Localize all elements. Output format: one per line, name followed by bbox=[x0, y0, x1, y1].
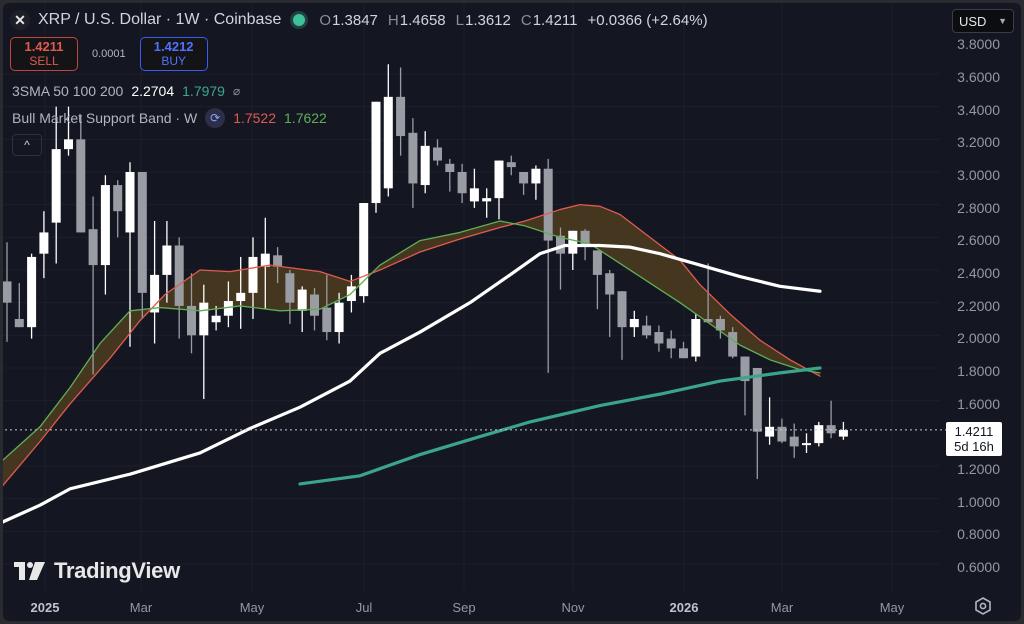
low-value: 1.3612 bbox=[464, 11, 511, 29]
price-tick-label: 0.6000 bbox=[957, 558, 1000, 575]
time-tick-label: 2026 bbox=[669, 600, 699, 615]
symbol-title[interactable]: XRP / U.S. Dollar · 1W · Coinbase bbox=[38, 11, 282, 28]
ohlc-values: O1.3847 H1.4658 L1.3612 C1.4211 +0.0366 … bbox=[319, 11, 708, 29]
change-value: +0.0366 (+2.64%) bbox=[587, 11, 708, 29]
price-tick-label: 2.0000 bbox=[957, 330, 1000, 347]
time-tick-label: Nov bbox=[561, 600, 585, 615]
band-title: Bull Market Support Band · W bbox=[12, 110, 198, 126]
band-value-sma: 1.7522 bbox=[233, 110, 277, 126]
price-tick-label: 1.8000 bbox=[957, 362, 1000, 379]
time-tick-label: 2025 bbox=[30, 600, 60, 615]
spread-value: 0.0001 bbox=[92, 48, 126, 60]
settings-icon[interactable] bbox=[974, 597, 992, 615]
time-tick-label: Jul bbox=[355, 600, 373, 615]
price-tick-label: 3.0000 bbox=[957, 166, 1000, 183]
bull-band-legend[interactable]: Bull Market Support Band · W ⟳ 1.7522 1.… bbox=[12, 108, 327, 128]
symbol-header: ✕ XRP / U.S. Dollar · 1W · Coinbase O1.3… bbox=[10, 10, 708, 30]
price-tick-label: 3.4000 bbox=[957, 101, 1000, 118]
price-tick-label: 1.0000 bbox=[957, 493, 1000, 510]
loading-icon: ⟳ bbox=[205, 108, 226, 128]
price-tick-label: 2.4000 bbox=[957, 264, 1000, 281]
sma-value-50: 2.2704 bbox=[131, 83, 175, 99]
chart-frame bbox=[3, 3, 1021, 621]
band-value-ema: 1.7622 bbox=[284, 110, 327, 126]
sma-value-100: 1.7979 bbox=[182, 83, 225, 99]
price-tick-label: 3.6000 bbox=[957, 69, 1000, 85]
price-tick-label: 2.8000 bbox=[957, 199, 1000, 216]
close-value: 1.4211 bbox=[532, 11, 578, 29]
chevron-up-icon: ^ bbox=[24, 138, 30, 152]
sma-legend[interactable]: 3SMA 50 100 200 2.2704 1.7979 ⌀ bbox=[12, 83, 240, 99]
chevron-down-icon: ▼ bbox=[998, 16, 1007, 26]
time-tick-label: Mar bbox=[770, 600, 794, 615]
currency-select[interactable]: USD ▼ bbox=[952, 9, 1014, 33]
collapse-legend-button[interactable]: ^ bbox=[12, 134, 42, 156]
price-tick-label: 3.8000 bbox=[957, 36, 1000, 53]
price-tick-label: 2.6000 bbox=[957, 232, 1000, 249]
open-value: 1.3847 bbox=[332, 11, 378, 29]
tradingview-logo-icon bbox=[14, 562, 45, 580]
price-tick-label: 1.6000 bbox=[957, 395, 1000, 412]
price-tick-label: 1.2000 bbox=[957, 460, 1000, 477]
time-tick-label: May bbox=[239, 600, 265, 615]
na-value-icon: ⌀ bbox=[232, 84, 241, 98]
tradingview-logo[interactable]: TradingView bbox=[14, 558, 180, 584]
price-tick-label: 2.2000 bbox=[957, 297, 1000, 314]
sell-button[interactable]: 1.4211 SELL bbox=[10, 37, 78, 71]
price-chart[interactable] bbox=[3, 3, 1021, 621]
high-value: 1.4658 bbox=[399, 11, 446, 29]
price-tick-label: 0.8000 bbox=[957, 526, 1000, 543]
time-tick-label: May bbox=[879, 600, 905, 615]
last-price-label: 1.4211 5d 16h bbox=[946, 422, 1002, 456]
time-tick-label: Sep bbox=[452, 600, 476, 615]
price-tick-label: 3.2000 bbox=[957, 134, 1000, 151]
sma-title: 3SMA 50 100 200 bbox=[12, 83, 124, 99]
trade-buttons: 1.4211 SELL 0.0001 1.4212 BUY bbox=[10, 37, 208, 71]
market-status-icon bbox=[293, 14, 306, 26]
time-tick-label: Mar bbox=[129, 600, 153, 615]
x-logo-icon: ✕ bbox=[10, 10, 30, 30]
buy-button[interactable]: 1.4212 BUY bbox=[139, 37, 208, 71]
